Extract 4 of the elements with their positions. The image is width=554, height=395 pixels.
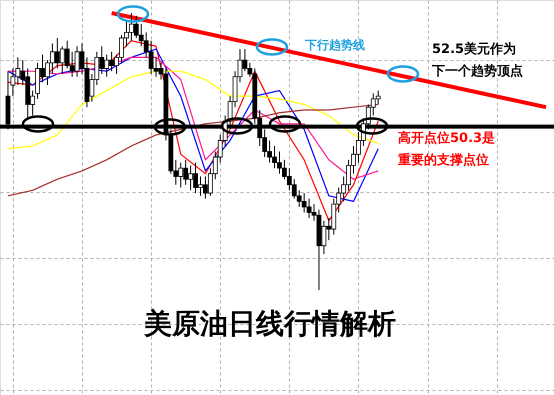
annotation: 下行趋势线: [304, 38, 365, 52]
text: 美原油日线行情解析: [143, 307, 396, 340]
annotation: 高开点位50.3是重要的支撑点位: [397, 130, 496, 168]
annotation: 52.5美元作为下一个趋势顶点: [431, 41, 523, 79]
